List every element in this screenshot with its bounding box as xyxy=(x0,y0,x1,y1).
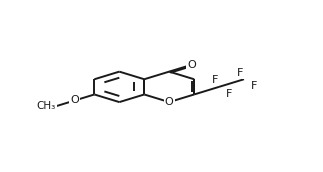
Text: O: O xyxy=(71,95,79,105)
Text: CH₃: CH₃ xyxy=(36,101,56,111)
Text: F: F xyxy=(212,75,218,85)
Text: O: O xyxy=(165,97,173,107)
Text: F: F xyxy=(226,89,233,99)
Text: O: O xyxy=(187,60,196,70)
Text: F: F xyxy=(237,68,243,78)
Text: F: F xyxy=(251,81,258,91)
